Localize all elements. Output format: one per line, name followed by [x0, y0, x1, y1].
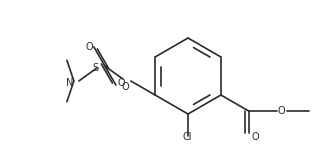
- Text: O: O: [122, 82, 130, 92]
- Text: O: O: [252, 132, 259, 142]
- Text: N: N: [66, 78, 73, 88]
- Text: O: O: [85, 42, 93, 52]
- Text: O: O: [278, 106, 285, 116]
- Text: O: O: [117, 78, 125, 88]
- Text: S: S: [93, 63, 99, 73]
- Text: Cl: Cl: [182, 132, 192, 142]
